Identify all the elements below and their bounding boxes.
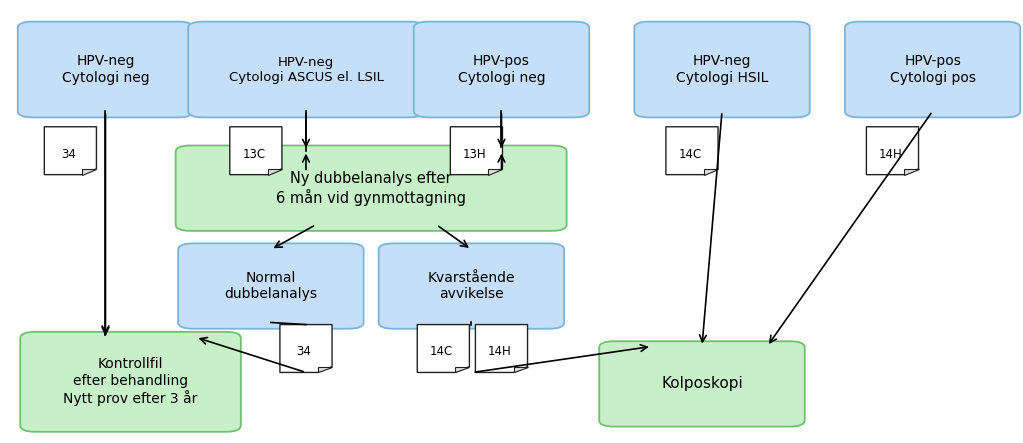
FancyBboxPatch shape [176,145,567,231]
FancyBboxPatch shape [634,22,810,117]
FancyBboxPatch shape [17,22,193,117]
Polygon shape [83,169,96,175]
Polygon shape [318,367,332,373]
Text: 14C: 14C [678,148,702,160]
Text: 13H: 13H [462,148,486,160]
Text: Kvarstående
avvikelse: Kvarstående avvikelse [428,271,516,301]
Text: HPV-neg
Cytologi HSIL: HPV-neg Cytologi HSIL [676,54,768,85]
Polygon shape [268,169,282,175]
Polygon shape [455,367,470,373]
Text: HPV-pos
Cytologi pos: HPV-pos Cytologi pos [890,54,976,85]
Text: 13C: 13C [242,148,265,160]
Text: HPV-pos
Cytologi neg: HPV-pos Cytologi neg [457,54,545,85]
Text: HPV-neg
Cytologi neg: HPV-neg Cytologi neg [61,54,149,85]
Polygon shape [904,169,919,175]
Polygon shape [704,169,718,175]
Text: 14C: 14C [430,346,453,358]
FancyBboxPatch shape [20,332,240,432]
Text: Kolposkopi: Kolposkopi [661,377,743,392]
FancyBboxPatch shape [413,22,589,117]
Text: 34: 34 [297,346,311,358]
Polygon shape [450,127,502,175]
Text: 14H: 14H [879,148,902,160]
FancyBboxPatch shape [379,243,564,329]
Polygon shape [44,127,96,175]
FancyBboxPatch shape [178,243,363,329]
Text: Ny dubbelanalys efter
6 mån vid gynmottagning: Ny dubbelanalys efter 6 mån vid gynmotta… [276,171,466,206]
Polygon shape [280,325,332,373]
Text: Kontrollfil
efter behandling
Nytt prov efter 3 år: Kontrollfil efter behandling Nytt prov e… [63,358,197,406]
Polygon shape [488,169,502,175]
FancyBboxPatch shape [599,341,805,427]
Polygon shape [230,127,282,175]
FancyBboxPatch shape [188,22,424,117]
Text: 14H: 14H [488,346,512,358]
FancyBboxPatch shape [845,22,1020,117]
Text: 34: 34 [61,148,76,160]
Polygon shape [866,127,919,175]
Polygon shape [417,325,470,373]
Polygon shape [514,367,528,373]
Text: HPV-neg
Cytologi ASCUS el. LSIL: HPV-neg Cytologi ASCUS el. LSIL [228,55,384,84]
Polygon shape [666,127,718,175]
Text: Normal
dubbelanalys: Normal dubbelanalys [224,271,317,301]
Polygon shape [476,325,528,373]
